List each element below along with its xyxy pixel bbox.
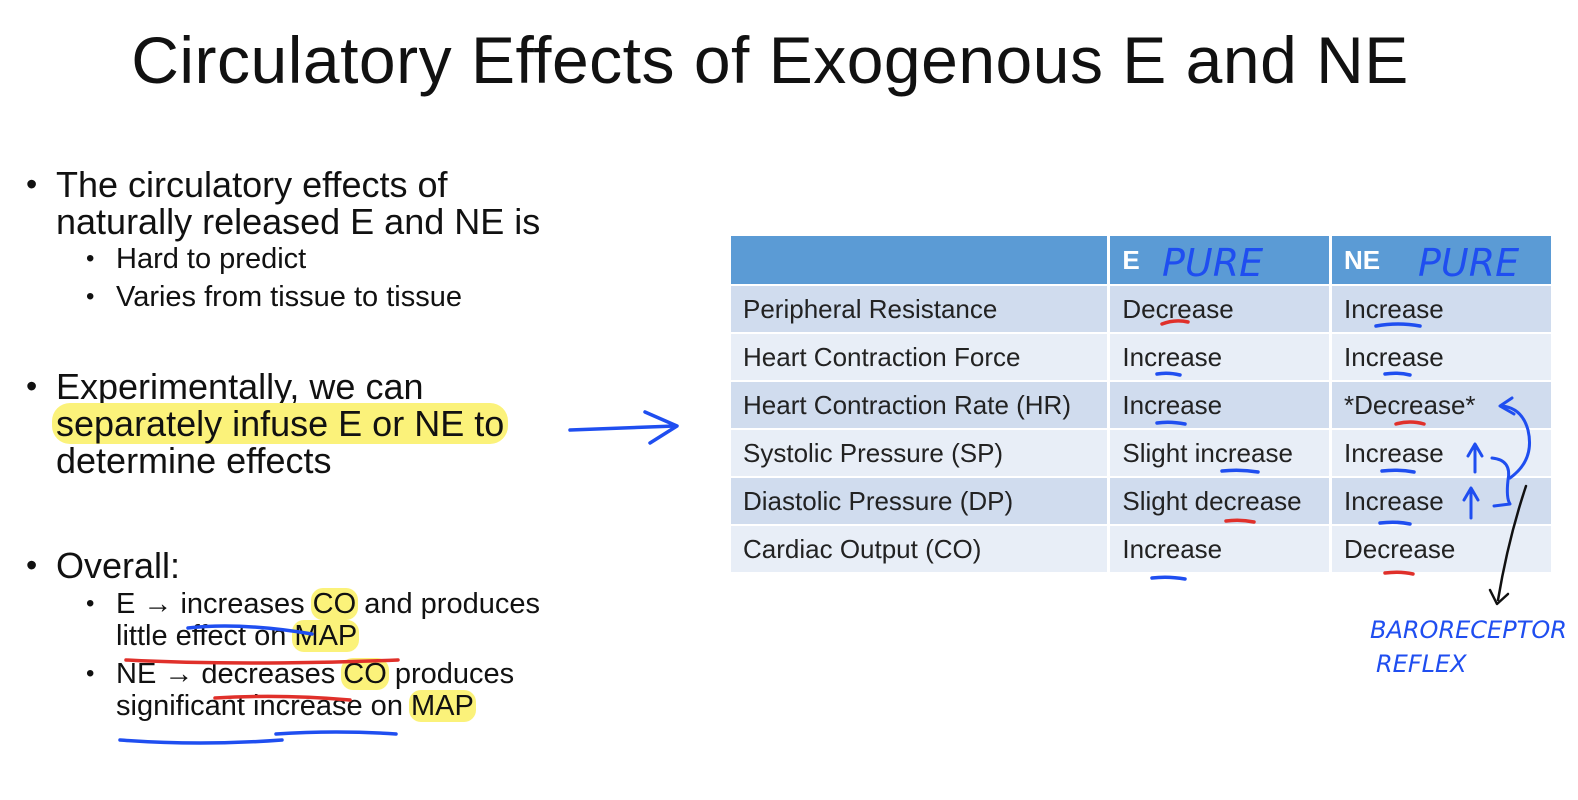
param-cell: Heart Contraction Rate (HR): [731, 380, 1111, 429]
highlighted-text: MAP: [409, 690, 476, 722]
header-ne: NE: [1330, 236, 1551, 285]
highlighted-text: MAP: [292, 620, 360, 652]
text-run: decreases: [201, 658, 336, 690]
ne-cell: Increase: [1330, 332, 1551, 381]
e-cell: Slight increase: [1108, 428, 1333, 477]
table-row: Systolic Pressure (SP) Slight increase I…: [731, 428, 1551, 477]
highlighted-text: separately infuse E or NE to: [52, 403, 509, 444]
sub-bullet-ne-effect: NE → decreases CO produces significant i…: [22, 658, 662, 722]
highlighted-text: CO: [310, 588, 359, 620]
text-run: E →: [116, 588, 181, 620]
table-row: Peripheral Resistance Decrease Increase: [731, 284, 1551, 333]
text-run: significant increase on: [116, 690, 411, 722]
text-run: increases: [180, 588, 305, 620]
param-cell: Diastolic Pressure (DP): [731, 476, 1111, 525]
ne-cell: Increase: [1330, 428, 1551, 477]
param-cell: Peripheral Resistance: [731, 284, 1111, 333]
bullet-text: determine effects: [56, 440, 332, 481]
ne-cell: *Decrease*: [1330, 380, 1551, 429]
e-cell: Increase: [1108, 524, 1333, 572]
reflex-label: REFLEX: [1376, 650, 1467, 678]
table-row: Heart Contraction Rate (HR) Increase *De…: [731, 380, 1551, 429]
slide-title: Circulatory Effects of Exogenous E and N…: [131, 23, 1409, 97]
param-cell: Cardiac Output (CO): [731, 524, 1111, 572]
e-cell: Increase: [1108, 332, 1333, 381]
baroreceptor-label: BARORECEPTOR: [1370, 616, 1567, 644]
text-run: produces: [386, 658, 515, 690]
param-cell: Heart Contraction Force: [731, 332, 1111, 381]
e-cell: Increase: [1108, 380, 1333, 429]
param-cell: Systolic Pressure (SP): [731, 428, 1111, 477]
sub-bullet-varies: Varies from tissue to tissue: [22, 278, 662, 316]
bullet-natural-release: The circulatory effects of naturally rel…: [22, 166, 662, 240]
effects-table: E NE Peripheral Resistance Decrease Incr…: [731, 236, 1551, 572]
sub-bullet-hard-to-predict: Hard to predict: [22, 240, 662, 278]
header-e: E: [1108, 236, 1333, 285]
ne-cell: Increase: [1330, 284, 1551, 333]
ne-cell: Decrease: [1330, 524, 1551, 572]
bullet-text: The circulatory effects of: [56, 164, 448, 205]
e-cell: Decrease: [1108, 284, 1333, 333]
bullet-overall: Overall:: [22, 547, 662, 584]
ne-cell: Increase: [1330, 476, 1551, 525]
text-run: little effect on: [116, 620, 295, 652]
table-header-row: E NE: [731, 236, 1551, 285]
bullet-text: Experimentally, we can: [56, 366, 424, 407]
header-parameter: [731, 236, 1111, 285]
bullet-text: naturally released E and NE is: [56, 201, 541, 242]
highlighted-text: CO: [341, 658, 389, 690]
e-cell: Slight decrease: [1108, 476, 1333, 525]
bullet-list: The circulatory effects of naturally rel…: [22, 166, 662, 722]
table-row: Heart Contraction Force Increase Increas…: [731, 332, 1551, 381]
text-run: and produces: [356, 588, 540, 620]
table-row: Cardiac Output (CO) Increase Decrease: [731, 524, 1551, 572]
sub-bullet-e-effect: E → increases CO and produces little eff…: [22, 588, 662, 652]
bullet-experimentally: Experimentally, we can separately infuse…: [22, 368, 662, 479]
text-run: NE →: [116, 658, 202, 690]
bullet-text: Overall:: [56, 545, 181, 586]
table-row: Diastolic Pressure (DP) Slight decrease …: [731, 476, 1551, 525]
